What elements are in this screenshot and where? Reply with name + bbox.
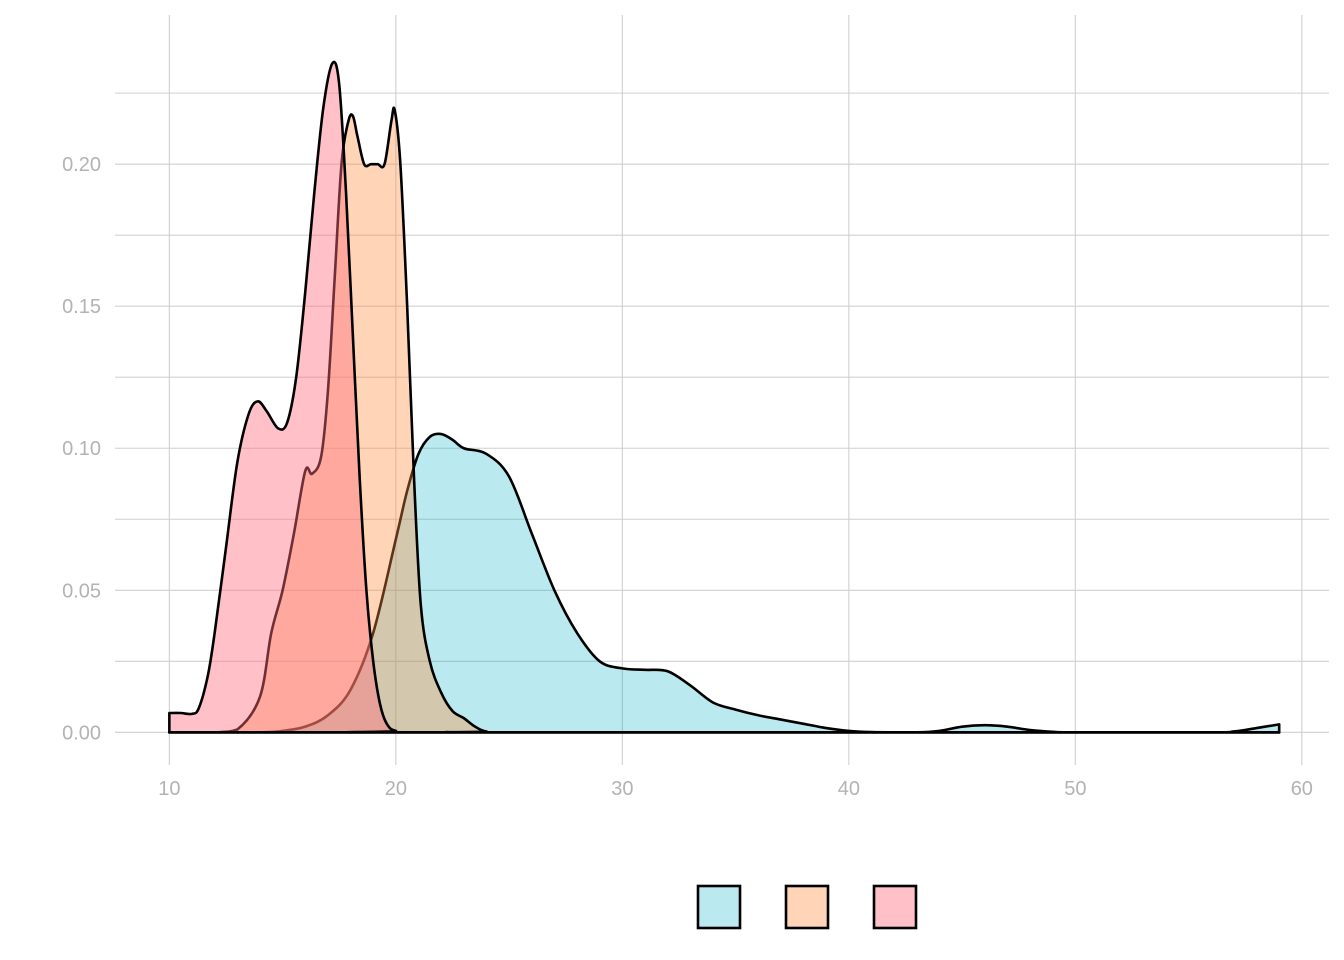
x-tick-label: 60 — [1291, 778, 1313, 800]
y-tick-label: 0.15 — [62, 296, 101, 318]
x-tick-label: 50 — [1064, 778, 1086, 800]
legend-key-bg — [874, 886, 916, 928]
y-tick-label: 0.00 — [62, 722, 101, 744]
y-tick-label: 0.05 — [62, 580, 101, 602]
x-axis-tick-labels: 10 20 30 40 50 60 — [158, 778, 1313, 800]
x-tick-label: 20 — [385, 778, 407, 800]
legend — [696, 884, 918, 930]
density-areas — [168, 60, 1281, 734]
x-tick-label: 40 — [838, 778, 860, 800]
y-tick-label: 0.20 — [62, 154, 101, 176]
legend-key-bg — [698, 886, 740, 928]
x-tick-label: 10 — [158, 778, 180, 800]
x-tick-label: 30 — [611, 778, 633, 800]
y-axis-tick-labels: 0.00 0.05 0.10 0.15 0.20 — [62, 154, 101, 744]
legend-key-bg — [786, 886, 828, 928]
density-area-2 — [168, 106, 1281, 734]
legend-key-1 — [696, 884, 742, 930]
legend-key-2 — [784, 884, 830, 930]
density-area-1 — [168, 432, 1281, 734]
legend-key-3 — [872, 884, 918, 930]
y-tick-label: 0.10 — [62, 438, 101, 460]
density-area-3 — [168, 60, 1281, 734]
